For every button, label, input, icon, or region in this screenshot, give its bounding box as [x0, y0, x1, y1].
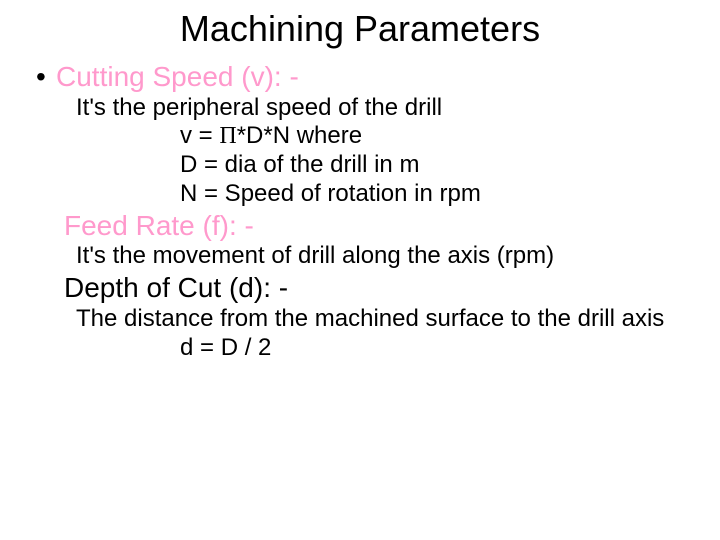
slide-root: Machining Parameters • Cutting Speed (v)…: [0, 0, 720, 540]
formula-suffix: *D*N where: [237, 122, 362, 149]
section-2-heading: Feed Rate (f): -: [20, 209, 700, 243]
section-1: • Cutting Speed (v): -: [20, 60, 700, 94]
bullet-dot-icon: •: [36, 60, 56, 94]
section-3-line-1: The distance from the machined surface t…: [20, 305, 700, 334]
section-3-heading: Depth of Cut (d): -: [20, 271, 700, 305]
slide-title: Machining Parameters: [20, 8, 700, 50]
formula-prefix: v =: [180, 122, 219, 149]
section-2-line-1: It's the movement of drill along the axi…: [20, 242, 700, 271]
section-3-line-2: d = D / 2: [20, 334, 700, 363]
section-1-line-4: N = Speed of rotation in rpm: [20, 180, 700, 209]
section-1-line-1: It's the peripheral speed of the drill: [20, 94, 700, 123]
section-1-line-3: D = dia of the drill in m: [20, 151, 700, 180]
pi-symbol-icon: Π: [219, 123, 236, 149]
section-1-formula: v = Π*D*N where: [20, 122, 700, 151]
section-1-heading: Cutting Speed (v): -: [56, 60, 299, 94]
